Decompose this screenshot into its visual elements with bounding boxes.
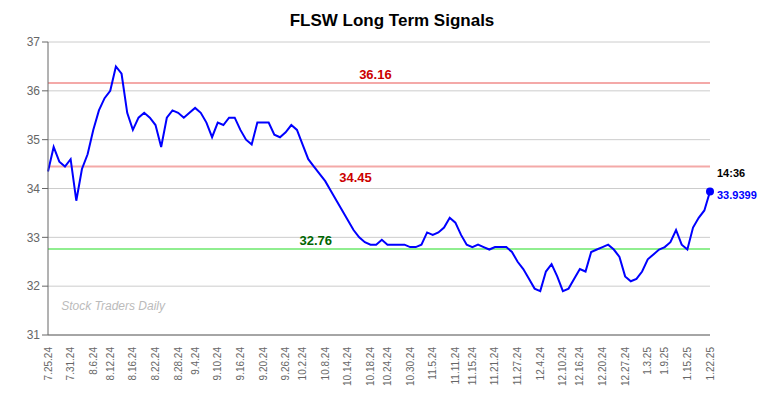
svg-text:10.18.24: 10.18.24	[365, 347, 376, 386]
svg-text:9.4.24: 9.4.24	[190, 347, 201, 375]
svg-text:33: 33	[27, 231, 41, 245]
svg-text:1.9.25: 1.9.25	[659, 347, 670, 375]
svg-text:34.45: 34.45	[339, 170, 372, 185]
svg-text:34: 34	[27, 182, 41, 196]
svg-text:10.8.24: 10.8.24	[320, 347, 331, 381]
svg-text:8.6.24: 8.6.24	[88, 347, 99, 375]
svg-text:11.11.24: 11.11.24	[450, 347, 461, 385]
svg-text:9.10.24: 9.10.24	[212, 347, 223, 381]
svg-text:32.76: 32.76	[300, 233, 333, 248]
svg-text:37: 37	[27, 35, 41, 49]
svg-text:12.10.24: 12.10.24	[557, 347, 568, 386]
svg-text:1.22.25: 1.22.25	[705, 347, 716, 381]
svg-text:12.27.24: 12.27.24	[620, 347, 631, 386]
svg-text:7.25.24: 7.25.24	[43, 347, 54, 381]
svg-text:8.12.24: 8.12.24	[105, 347, 116, 381]
svg-text:33.9399: 33.9399	[717, 189, 757, 201]
html-text:FLSW Long Term Signals: FLSW Long Term Signals	[289, 11, 495, 30]
svg-text:9.20.24: 9.20.24	[258, 347, 269, 381]
svg-text:10.24.24: 10.24.24	[382, 347, 393, 386]
svg-text:11.27.24: 11.27.24	[512, 347, 523, 386]
svg-text:10.2.24: 10.2.24	[297, 347, 308, 381]
svg-text:11.15.24: 11.15.24	[467, 347, 478, 386]
svg-text:12.16.24: 12.16.24	[574, 347, 585, 386]
svg-text:11.21.24: 11.21.24	[489, 347, 500, 386]
svg-text:9.16.24: 9.16.24	[235, 347, 246, 381]
svg-text:12.4.24: 12.4.24	[535, 347, 546, 381]
svg-text:35: 35	[27, 133, 41, 147]
svg-text:31: 31	[27, 328, 41, 342]
svg-text:8.16.24: 8.16.24	[127, 347, 138, 381]
svg-text:36.16: 36.16	[359, 67, 392, 82]
svg-text:10.14.24: 10.14.24	[342, 347, 353, 386]
svg-text:36: 36	[27, 84, 41, 98]
svg-text:9.26.24: 9.26.24	[280, 347, 291, 381]
svg-text:1.3.25: 1.3.25	[642, 347, 653, 375]
svg-text:14:36: 14:36	[717, 167, 745, 179]
svg-text:10.30.24: 10.30.24	[405, 347, 416, 386]
svg-text:11.5.24: 11.5.24	[427, 347, 438, 380]
svg-text:7.31.24: 7.31.24	[65, 347, 76, 381]
svg-text:8.28.24: 8.28.24	[173, 347, 184, 381]
svg-text:8.22.24: 8.22.24	[150, 347, 161, 381]
svg-text:32: 32	[27, 279, 41, 293]
html-text:Stock Traders Daily: Stock Traders Daily	[61, 299, 165, 314]
svg-text:12.20.24: 12.20.24	[597, 347, 608, 386]
svg-text:1.15.25: 1.15.25	[682, 347, 693, 381]
